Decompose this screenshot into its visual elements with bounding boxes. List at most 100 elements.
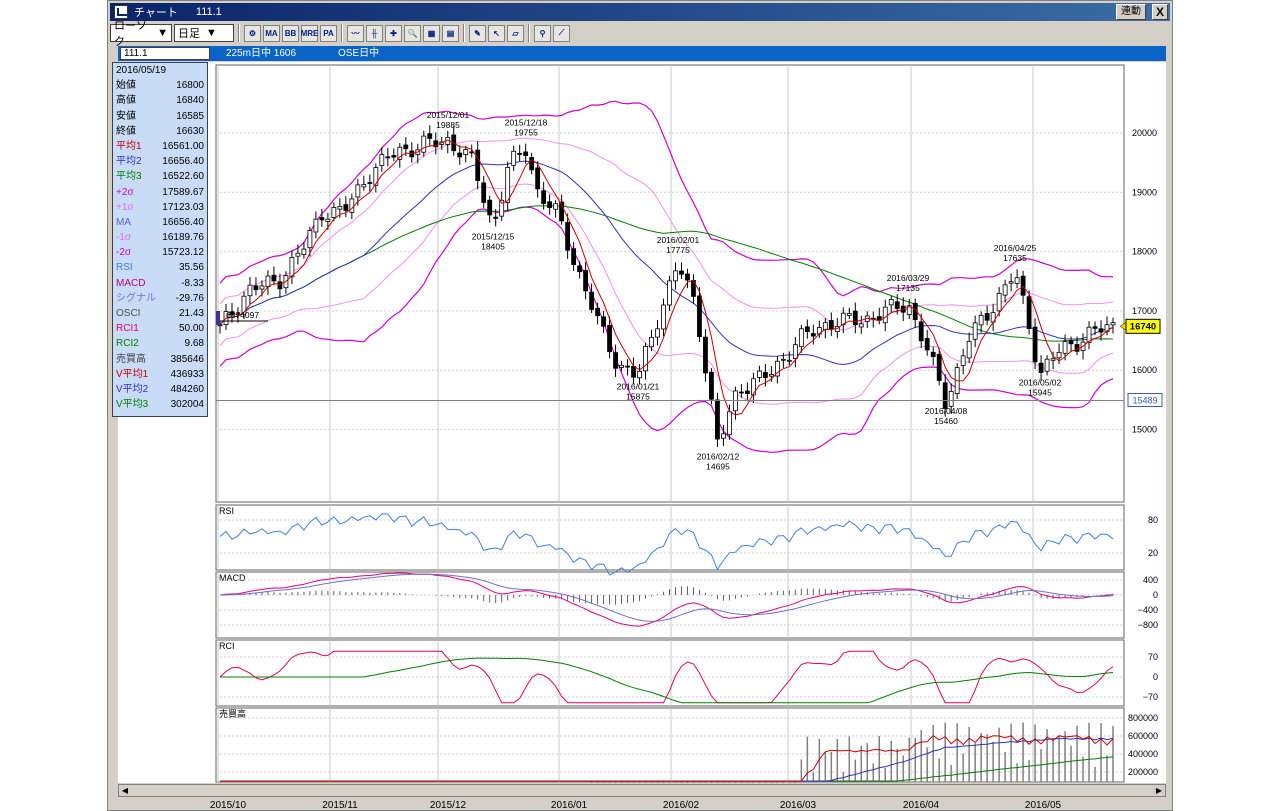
data-panel-label: +2σ — [116, 186, 134, 198]
chart-svg[interactable]: 20000 19000 18000 17000 16000 15000 2015/12/01… — [118, 62, 1166, 790]
candle-body — [559, 201, 565, 222]
data-panel-value: 16800 — [176, 80, 204, 92]
annotation-date: 2015/12/01 — [427, 110, 470, 120]
candle-body — [655, 328, 660, 338]
data-panel-row: +1σ 17123.03 — [113, 200, 207, 215]
candle-body — [427, 133, 433, 139]
annotation-price: 15460 — [934, 416, 958, 426]
toolbar-button-mre[interactable]: MRE — [301, 24, 318, 42]
scroll-left-icon[interactable]: ◀ — [121, 786, 129, 795]
data-panel-value: -8.33 — [181, 277, 204, 289]
annotation-price: 19885 — [436, 120, 460, 130]
candle-body — [511, 150, 517, 166]
data-panel-row: 安値 16585 — [113, 109, 207, 124]
linked-button[interactable]: 連動 — [1116, 4, 1146, 20]
pencil-icon[interactable]: ✎ — [469, 24, 486, 42]
cursor-icon[interactable]: ↖ — [488, 24, 505, 42]
annotation-date: 2016/01/21 — [617, 382, 660, 392]
annotation-date: 2016/04/08 — [925, 406, 968, 416]
data-panel-value: 385646 — [170, 353, 204, 365]
zoom-icon[interactable]: 🔍 — [404, 24, 421, 42]
data-panel-row: RSI 35.56 — [113, 260, 207, 275]
horizontal-scrollbar[interactable]: ◀ ▶ — [118, 784, 1166, 797]
candle-body — [721, 433, 726, 439]
data-panel-label: -2σ — [116, 247, 132, 259]
period-dropdown[interactable]: 日足 ▼ — [174, 24, 234, 42]
candle-body — [1038, 362, 1044, 373]
candle-body — [385, 156, 391, 159]
price-tick-label: 17000 — [1132, 306, 1157, 316]
toolbar-button-pa[interactable]: PA — [320, 24, 337, 42]
x-axis-label: 2015/11 — [322, 800, 358, 811]
panel-tick-label: 400000 — [1128, 749, 1158, 759]
toolbar-button-bb[interactable]: BB — [282, 24, 299, 42]
x-axis: 2015/10 2015/11 2015/12 2016/01 2016/02 2016/… — [118, 797, 1166, 811]
annotation-price: 19755 — [514, 128, 538, 138]
chart-area[interactable]: 20000 19000 18000 17000 16000 15000 2015/12/01… — [118, 62, 1166, 790]
symbol-label: 225m日中 1606 — [226, 48, 297, 59]
chart-type-value: ローソク — [114, 20, 147, 48]
period-value: 日足 — [178, 28, 200, 40]
data-panel-label: V平均3 — [116, 399, 149, 411]
candle-body — [259, 285, 265, 290]
bollinger-upper2-line — [219, 100, 1114, 297]
grid-icon[interactable]: ▦ — [423, 24, 440, 42]
settings-icon[interactable]: ⚙ — [244, 24, 261, 42]
candle-body — [715, 399, 720, 440]
candle-body — [373, 167, 379, 186]
volume-avg1-line — [220, 734, 1114, 782]
close-icon[interactable]: X — [1152, 4, 1168, 20]
toolbar-button-ma[interactable]: MA — [263, 24, 280, 42]
candle-body — [996, 292, 1002, 312]
line-chart-icon[interactable]: 〰 — [347, 24, 364, 42]
data-panel-row: RCI2 9.68 — [113, 336, 207, 351]
data-panel-value: 17589.67 — [162, 186, 204, 198]
eraser-icon[interactable]: ▱ — [507, 24, 524, 42]
annotation-price: 17635 — [1003, 253, 1027, 263]
panel-tick-label: 70 — [1148, 652, 1158, 662]
price-tick-label: 16000 — [1132, 365, 1157, 375]
candle-body — [481, 182, 487, 203]
candle-body — [229, 311, 235, 316]
chart-type-dropdown[interactable]: ローソク ▼ — [110, 20, 172, 48]
search-icon[interactable]: ⚲ — [534, 24, 551, 42]
candle-body — [493, 216, 499, 219]
data-panel-label: 平均2 — [116, 156, 142, 168]
panel-tick-label: −400 — [1138, 605, 1158, 615]
x-axis-label: 2016/02 — [662, 800, 700, 811]
data-panel-value: -29.76 — [175, 292, 204, 304]
candle-body — [631, 365, 636, 378]
data-panel-label: シグナル — [116, 292, 156, 304]
candle-body — [1032, 326, 1038, 363]
panel-tick-label: 0 — [1153, 672, 1158, 682]
data-panel-value: 50.00 — [178, 323, 204, 335]
candle-body — [727, 411, 732, 436]
draw-tool-icon[interactable]: ⟋ — [553, 24, 570, 42]
scroll-right-icon[interactable]: ▶ — [1155, 786, 1163, 795]
data-panel-value: 9.68 — [184, 338, 204, 350]
toolbar-divider — [463, 24, 465, 42]
candle-body — [313, 218, 319, 233]
x-axis-label: 2015/12 — [429, 800, 467, 811]
candle-body — [822, 322, 828, 330]
code-input[interactable]: 111.1 — [120, 47, 210, 60]
data-panel-value: 16585 — [176, 110, 204, 122]
data-panel-label: V平均1 — [116, 368, 149, 380]
data-panel-row: -1σ 16189.76 — [113, 230, 207, 245]
candle-body — [487, 199, 493, 216]
table-icon[interactable]: ▤ — [442, 24, 459, 42]
crosshair-icon[interactable]: ✚ — [385, 24, 402, 42]
candle-body — [745, 390, 750, 395]
candle-body — [1068, 340, 1074, 345]
data-panel-value: 302004 — [170, 399, 204, 411]
candle-body — [828, 320, 834, 330]
candle-body — [751, 378, 756, 396]
annotation-price: 14695 — [706, 462, 730, 472]
candle-body — [265, 275, 271, 288]
candle-body — [553, 203, 559, 210]
candle-body — [349, 198, 355, 213]
data-panel-row: V平均2 484260 — [113, 382, 207, 397]
candle-icon[interactable]: ╫ — [366, 24, 383, 42]
data-panel-label: 売買高 — [116, 353, 146, 365]
panel-tick-label: 200000 — [1128, 767, 1158, 777]
